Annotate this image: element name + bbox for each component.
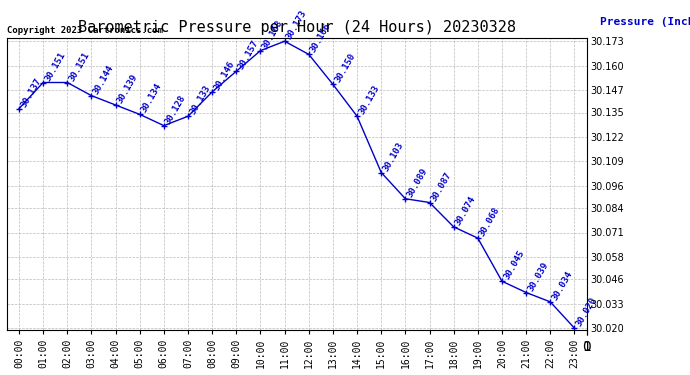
Text: 30.151: 30.151 <box>68 50 91 82</box>
Text: 30.173: 30.173 <box>284 9 308 41</box>
Text: 30.151: 30.151 <box>43 50 67 82</box>
Text: 30.168: 30.168 <box>261 18 284 51</box>
Text: 30.157: 30.157 <box>236 39 260 71</box>
Text: 30.045: 30.045 <box>502 249 526 281</box>
Text: 30.144: 30.144 <box>91 63 115 96</box>
Text: 30.137: 30.137 <box>19 76 43 109</box>
Text: 30.133: 30.133 <box>188 84 212 116</box>
Text: 30.150: 30.150 <box>333 52 357 84</box>
Text: 30.068: 30.068 <box>477 206 502 238</box>
Text: 30.133: 30.133 <box>357 84 381 116</box>
Text: Pressure (Inches/Hg): Pressure (Inches/Hg) <box>600 17 690 27</box>
Text: 30.020: 30.020 <box>574 296 598 328</box>
Title: Barometric Pressure per Hour (24 Hours) 20230328: Barometric Pressure per Hour (24 Hours) … <box>78 20 515 35</box>
Text: Copyright 2023 Cartronics.com: Copyright 2023 Cartronics.com <box>7 26 163 34</box>
Text: 30.034: 30.034 <box>551 270 574 302</box>
Text: 30.139: 30.139 <box>115 73 139 105</box>
Text: 30.146: 30.146 <box>213 60 236 92</box>
Text: 30.074: 30.074 <box>454 195 477 227</box>
Text: 30.166: 30.166 <box>308 22 333 54</box>
Text: 30.103: 30.103 <box>381 140 405 172</box>
Text: 30.087: 30.087 <box>429 170 453 202</box>
Text: 30.128: 30.128 <box>164 93 188 126</box>
Text: 30.089: 30.089 <box>406 166 429 199</box>
Text: 30.134: 30.134 <box>139 82 164 114</box>
Text: 30.039: 30.039 <box>526 260 550 292</box>
